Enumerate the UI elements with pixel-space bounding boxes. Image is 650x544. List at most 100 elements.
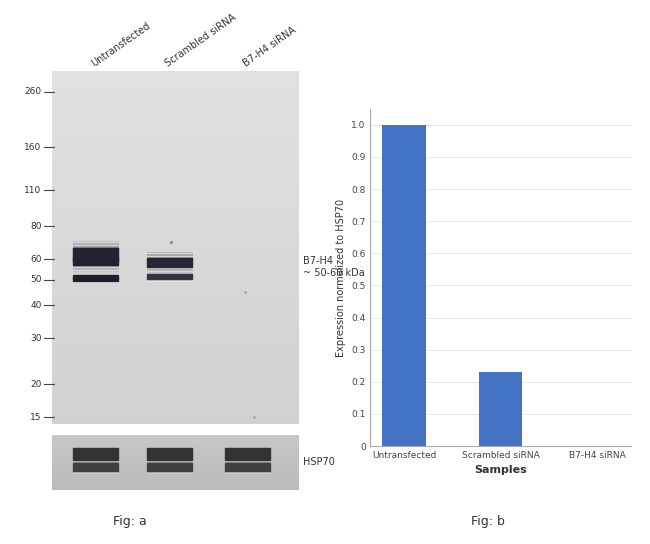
Bar (52, 462, 299, 463)
Bar (52, 214, 299, 216)
Bar (52, 465, 299, 466)
Bar (52, 207, 299, 209)
Bar (52, 455, 299, 456)
Bar (52, 477, 299, 478)
Bar (52, 228, 299, 230)
Bar (52, 290, 299, 292)
Bar (52, 476, 299, 477)
Bar (52, 256, 299, 258)
Bar (52, 200, 299, 202)
Bar (52, 382, 299, 384)
Bar (52, 127, 299, 129)
Bar (52, 438, 299, 439)
Bar (52, 362, 299, 364)
Bar (225, 462, 270, 471)
Bar (147, 462, 192, 471)
Bar (52, 235, 299, 237)
Bar (52, 384, 299, 385)
Bar (52, 366, 299, 368)
Bar (73, 275, 118, 281)
Bar (52, 442, 299, 443)
Bar (52, 447, 299, 448)
Bar (52, 444, 299, 445)
Bar (73, 248, 118, 260)
Bar (52, 101, 299, 102)
Bar (52, 469, 299, 470)
Bar (52, 166, 299, 168)
Bar (52, 140, 299, 141)
Text: Fig: a: Fig: a (113, 515, 147, 528)
Bar (52, 237, 299, 239)
Bar (52, 371, 299, 373)
Bar (225, 448, 270, 460)
Bar (52, 357, 299, 359)
Bar (52, 439, 299, 440)
Bar (52, 86, 299, 88)
Bar (52, 391, 299, 393)
Bar (73, 462, 118, 471)
Bar (52, 92, 299, 94)
Bar (52, 154, 299, 156)
Bar (52, 186, 299, 187)
Bar (52, 458, 299, 459)
Bar (52, 216, 299, 218)
Bar (52, 74, 299, 76)
Bar (52, 267, 299, 269)
Bar (52, 460, 299, 461)
Bar (52, 147, 299, 149)
Bar (52, 233, 299, 235)
Bar (52, 324, 299, 325)
Bar (52, 170, 299, 171)
Bar (52, 119, 299, 120)
Bar (52, 368, 299, 369)
Bar (52, 331, 299, 332)
Bar (52, 471, 299, 472)
Bar (52, 459, 299, 460)
Bar (52, 88, 299, 90)
Bar (52, 242, 299, 244)
Bar (52, 347, 299, 348)
Bar (52, 262, 299, 263)
Text: 80: 80 (30, 222, 42, 231)
Bar (52, 113, 299, 115)
Bar (52, 106, 299, 108)
Bar (52, 412, 299, 413)
Bar (52, 226, 299, 228)
Bar (52, 304, 299, 306)
Bar (52, 481, 299, 482)
Bar (52, 488, 299, 489)
Bar (52, 281, 299, 283)
Bar (52, 198, 299, 200)
Bar (52, 456, 299, 457)
Bar (52, 232, 299, 233)
Bar (52, 110, 299, 112)
Text: Scrambled siRNA: Scrambled siRNA (164, 12, 238, 69)
Bar (52, 182, 299, 184)
Bar (52, 133, 299, 134)
Bar (52, 218, 299, 219)
Bar (52, 202, 299, 203)
Bar (52, 313, 299, 314)
Bar (52, 300, 299, 302)
Bar (52, 90, 299, 92)
Bar (52, 138, 299, 140)
Bar (52, 448, 299, 449)
Bar (52, 317, 299, 318)
Bar (52, 134, 299, 136)
Bar (52, 189, 299, 191)
Bar (52, 97, 299, 99)
Bar (52, 409, 299, 410)
Bar (52, 482, 299, 483)
Bar (52, 345, 299, 347)
Bar (52, 364, 299, 366)
Bar (52, 401, 299, 403)
Bar (52, 320, 299, 322)
Bar (52, 387, 299, 389)
Bar (52, 108, 299, 110)
Bar (52, 116, 299, 119)
Bar (52, 485, 299, 486)
Bar (479, 372, 522, 446)
Bar (52, 454, 299, 455)
Text: B7-H4
~ 50-60 kDa: B7-H4 ~ 50-60 kDa (303, 256, 365, 278)
Bar (52, 385, 299, 387)
